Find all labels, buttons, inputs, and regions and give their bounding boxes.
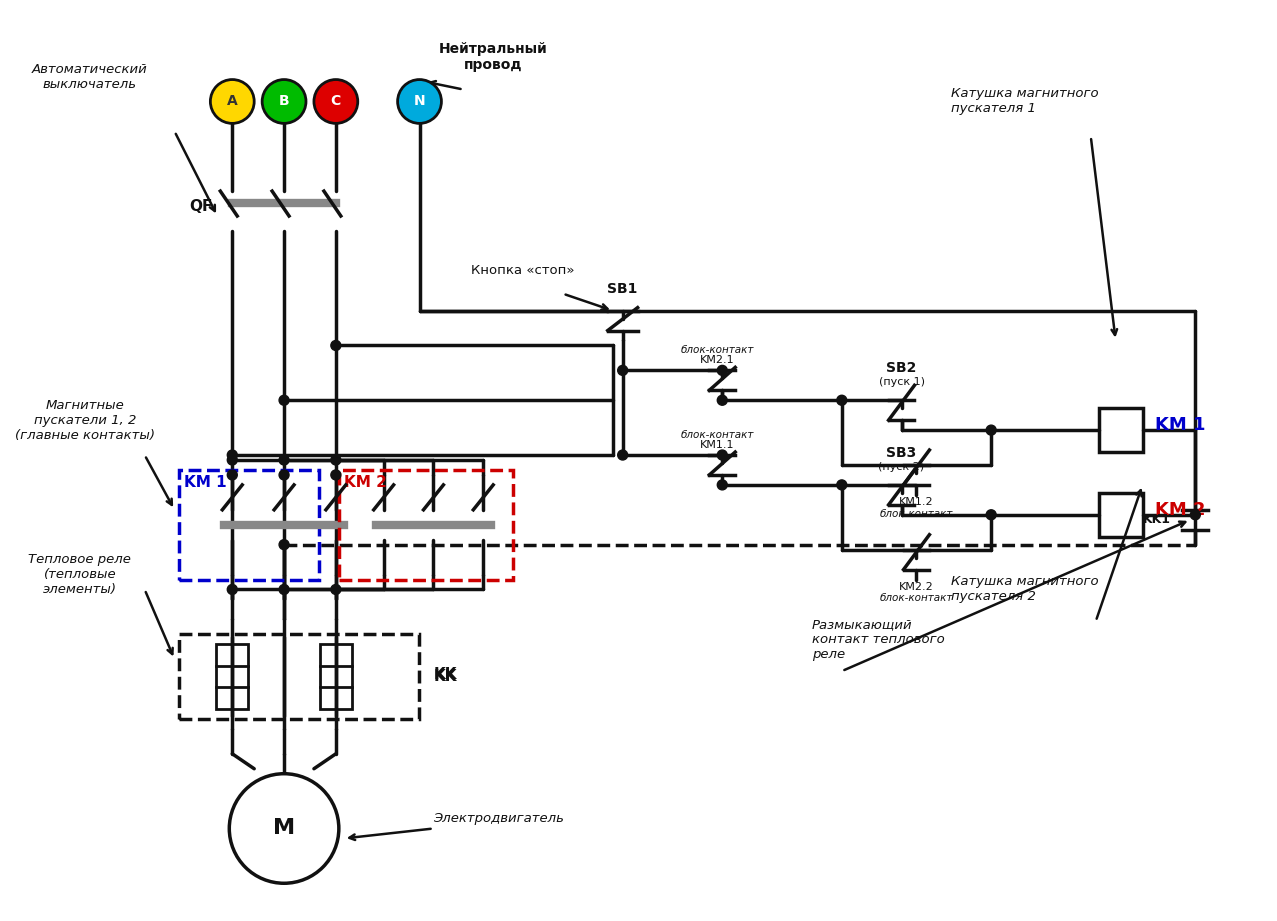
- Circle shape: [618, 450, 628, 460]
- Circle shape: [331, 455, 341, 465]
- Circle shape: [331, 585, 341, 594]
- Circle shape: [836, 395, 847, 405]
- Circle shape: [986, 426, 996, 435]
- Text: SB3: SB3: [886, 446, 917, 460]
- Circle shape: [618, 366, 628, 376]
- Circle shape: [230, 774, 338, 883]
- Bar: [338, 470, 513, 579]
- Text: блок-контакт: блок-контакт: [681, 430, 753, 440]
- Circle shape: [1190, 510, 1200, 519]
- Text: Тепловое реле
(тепловые
элементы): Тепловое реле (тепловые элементы): [28, 553, 132, 596]
- Text: SB1: SB1: [608, 282, 638, 296]
- Text: KK: KK: [433, 667, 457, 682]
- Bar: [216, 645, 248, 709]
- Text: (пуск 1): (пуск 1): [879, 378, 925, 388]
- Text: Магнитные
пускатели 1, 2
(главные контакты): Магнитные пускатели 1, 2 (главные контак…: [15, 399, 155, 442]
- Text: KM 2: KM 2: [1156, 501, 1205, 519]
- Text: (пуск 2): (пуск 2): [879, 462, 925, 472]
- Circle shape: [986, 510, 996, 519]
- Text: Электродвигатель: Электродвигатель: [433, 812, 564, 825]
- Text: KM 2: KM 2: [344, 475, 387, 490]
- Text: блок-контакт: блок-контакт: [880, 593, 953, 603]
- Circle shape: [280, 455, 289, 465]
- Text: Автоматический
выключатель: Автоматический выключатель: [32, 63, 148, 90]
- Text: KM1.1: KM1.1: [700, 440, 734, 450]
- Bar: [180, 470, 319, 579]
- Circle shape: [331, 470, 341, 480]
- Text: блок-контакт: блок-контакт: [880, 508, 953, 519]
- Text: KM1.2: KM1.2: [899, 496, 933, 507]
- Text: KM 1: KM 1: [1156, 416, 1205, 434]
- Circle shape: [280, 585, 289, 594]
- Text: Катушка магнитного
пускателя 1: Катушка магнитного пускателя 1: [951, 87, 1099, 115]
- Circle shape: [314, 79, 358, 123]
- Bar: [1098, 408, 1143, 452]
- Text: B: B: [278, 95, 290, 109]
- Text: KK1: KK1: [1143, 513, 1171, 526]
- Text: Катушка магнитного
пускателя 2: Катушка магнитного пускателя 2: [951, 576, 1099, 603]
- Text: A: A: [227, 95, 238, 109]
- Text: Нейтральный
провод: Нейтральный провод: [439, 41, 548, 72]
- Text: блок-контакт: блок-контакт: [681, 345, 753, 356]
- Bar: [321, 645, 351, 709]
- Circle shape: [262, 79, 306, 123]
- Circle shape: [397, 79, 442, 123]
- Circle shape: [280, 395, 289, 405]
- Circle shape: [227, 455, 238, 465]
- Circle shape: [331, 341, 341, 351]
- Text: C: C: [331, 95, 341, 109]
- Circle shape: [280, 540, 289, 550]
- Circle shape: [280, 470, 289, 480]
- Text: SB2: SB2: [886, 361, 917, 376]
- Circle shape: [718, 480, 727, 490]
- Circle shape: [227, 470, 238, 480]
- Circle shape: [227, 450, 238, 460]
- Bar: [180, 635, 419, 719]
- Text: QF: QF: [189, 199, 212, 214]
- Circle shape: [211, 79, 254, 123]
- Circle shape: [718, 450, 727, 460]
- Text: Размыкающий
контакт теплового
реле: Размыкающий контакт теплового реле: [812, 618, 945, 660]
- Text: KM2.2: KM2.2: [899, 581, 933, 591]
- Circle shape: [718, 395, 727, 405]
- Circle shape: [227, 585, 238, 594]
- Text: KK: KK: [433, 669, 457, 683]
- Text: N: N: [414, 95, 425, 109]
- Circle shape: [718, 366, 727, 376]
- Bar: [1098, 493, 1143, 537]
- Text: KM2.1: KM2.1: [700, 356, 734, 366]
- Text: KM 1: KM 1: [184, 475, 227, 490]
- Circle shape: [836, 480, 847, 490]
- Text: Кнопка «стоп»: Кнопка «стоп»: [471, 264, 575, 277]
- Text: М: М: [273, 819, 295, 838]
